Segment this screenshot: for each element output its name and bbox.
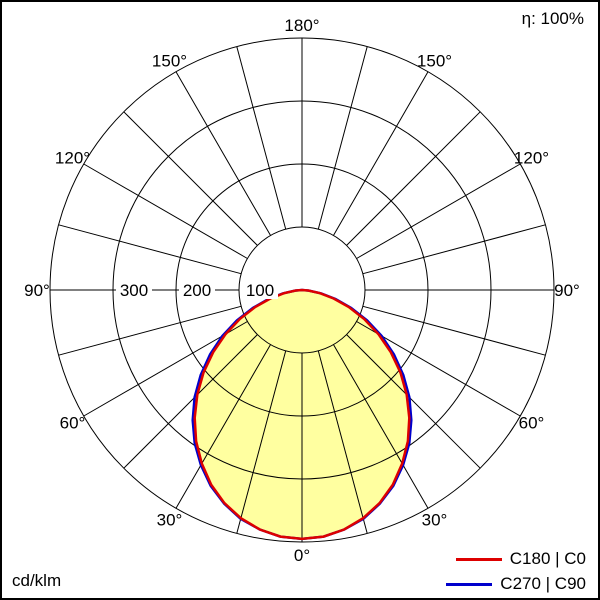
radial-tick-label: 300 — [120, 281, 148, 300]
legend: C180 | C0 C270 | C90 — [446, 549, 586, 594]
radial-tick-label: 200 — [183, 281, 211, 300]
angle-tick-label: 30° — [422, 511, 448, 530]
legend-label-c270-c90: C270 | C90 — [500, 574, 586, 593]
angle-tick-label: 90° — [554, 281, 580, 300]
angle-tick-label: 0° — [294, 546, 310, 565]
angle-tick-label: 150° — [152, 52, 187, 71]
angle-tick-label: 120° — [514, 149, 549, 168]
legend-item-c270-c90: C270 | C90 — [446, 574, 586, 594]
angle-tick-label: 180° — [284, 16, 319, 35]
radial-tick-label: 100 — [246, 281, 274, 300]
angle-tick-label: 150° — [417, 52, 452, 71]
angle-tick-label: 90° — [24, 281, 50, 300]
efficiency-label: η: 100% — [521, 9, 584, 28]
intensity-curves — [191, 288, 413, 541]
legend-line-blue-icon — [446, 582, 493, 586]
angle-tick-label: 60° — [519, 414, 545, 433]
legend-line-red-icon — [455, 557, 502, 561]
angle-tick-label: 120° — [55, 149, 90, 168]
legend-item-c180-c0: C180 | C0 — [446, 549, 586, 569]
angle-tick-label: 60° — [60, 414, 86, 433]
legend-label-c180-c0: C180 | C0 — [509, 549, 586, 568]
angle-tick-label: 30° — [157, 511, 183, 530]
axis-labels: 100 200 300 0° 30° 30° 60° 60° 90° 90° 120° 120° 150… — [24, 16, 580, 565]
unit-label: cd/klm — [12, 571, 62, 590]
